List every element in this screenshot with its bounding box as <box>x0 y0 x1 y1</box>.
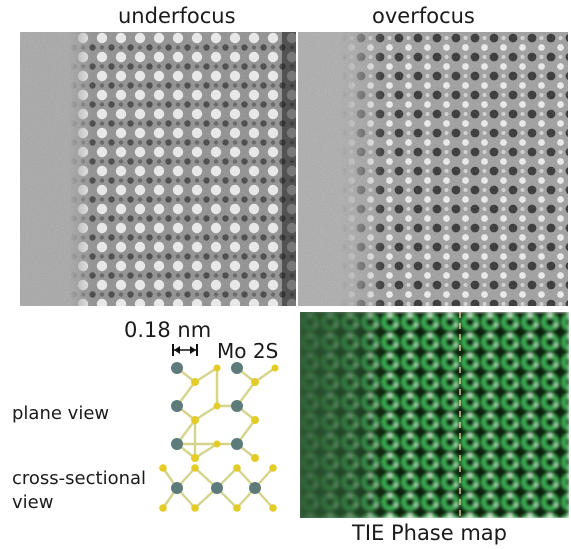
plane-view-label: plane view <box>12 403 110 424</box>
tie-phase-map-image <box>300 312 569 518</box>
underfocus-image-svg <box>20 32 296 306</box>
overfocus-title: overfocus <box>372 4 475 28</box>
underfocus-image <box>20 32 296 306</box>
molybdenum-atoms <box>171 362 261 494</box>
scale-bar-arrow <box>172 344 198 356</box>
overfocus-image-svg <box>298 32 568 306</box>
tie-phase-map-caption: TIE Phase map <box>352 521 507 545</box>
cross-sectional-view-label: cross-sectional view <box>12 468 147 513</box>
tie-phase-map-svg <box>300 312 569 518</box>
atomic-structure-model <box>159 362 279 512</box>
overfocus-image <box>298 32 568 306</box>
scale-length-label: 0.18 nm <box>124 318 212 342</box>
sulfur-atoms <box>159 364 279 512</box>
species-label: Mo 2S <box>217 339 279 363</box>
underfocus-title: underfocus <box>118 4 236 28</box>
